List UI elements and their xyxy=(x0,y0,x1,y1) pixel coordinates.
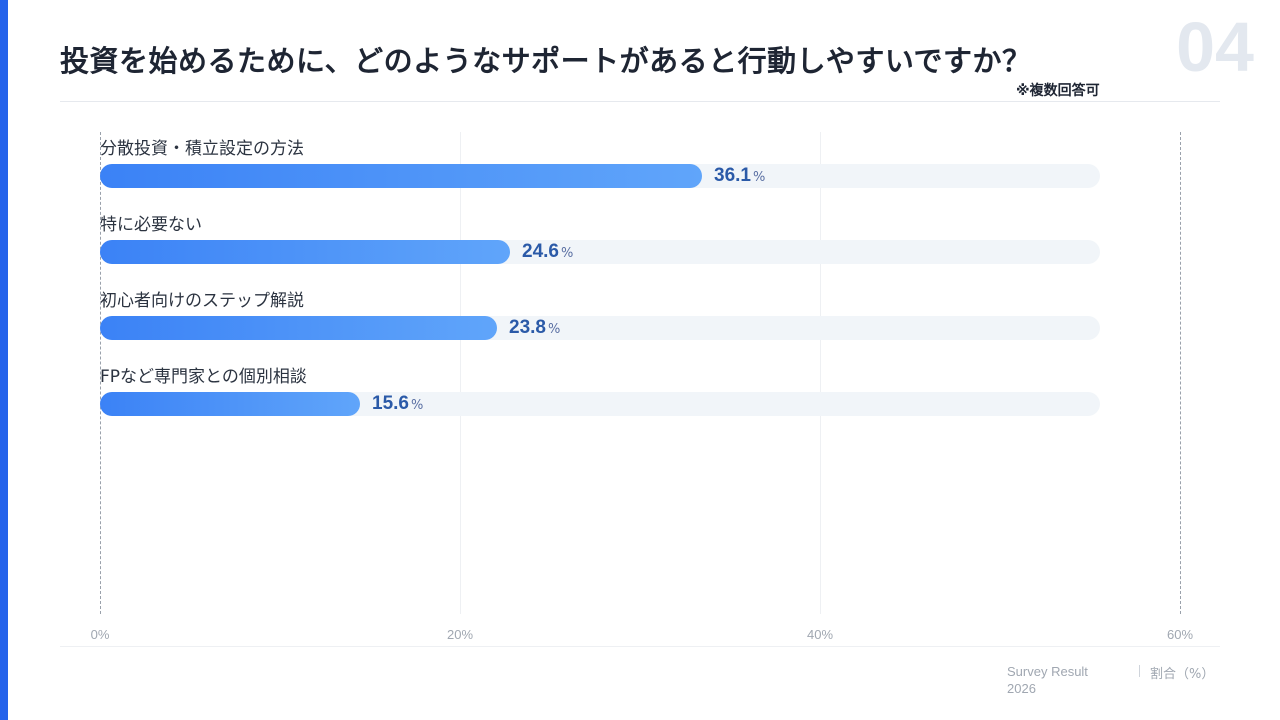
bar-label: FPなど専門家との個別相談 xyxy=(100,367,307,387)
bar-fill xyxy=(100,240,510,264)
footer-source-year: 2026 xyxy=(1007,681,1036,696)
x-tick-label: 40% xyxy=(806,627,834,642)
bar-track xyxy=(100,316,1100,340)
bar-track xyxy=(100,164,1100,188)
bar-fill xyxy=(100,392,360,416)
bar-value-number: 23.8 xyxy=(509,317,546,338)
bar-value-unit: % xyxy=(560,246,574,261)
bar-track xyxy=(100,392,1100,416)
bar-value: 23.8% xyxy=(509,317,560,339)
footer-source: Survey Result 2026 xyxy=(1007,663,1088,697)
gridline-40 xyxy=(820,132,821,614)
bar-value-unit: % xyxy=(410,398,424,413)
header-divider xyxy=(60,101,1220,102)
bar-value: 36.1% xyxy=(714,165,765,187)
footer-source-title: Survey Result xyxy=(1007,664,1088,679)
bar-label: 特に必要ない xyxy=(100,215,202,235)
bar-value-number: 36.1 xyxy=(714,165,751,186)
accent-bar xyxy=(0,0,8,720)
footer-unit-label: 割合（%） xyxy=(1150,667,1215,682)
x-tick-label: 20% xyxy=(446,627,474,642)
page-number: 04 xyxy=(1176,8,1254,86)
bar-value: 15.6% xyxy=(372,393,423,415)
multiple-answer-note: ※複数回答可 xyxy=(1016,83,1100,99)
footer-separator xyxy=(1139,665,1140,677)
bar-fill xyxy=(100,164,702,188)
bar-value-unit: % xyxy=(547,322,561,337)
page-title: 投資を始めるために、どのようなサポートがあると行動しやすいですか？ xyxy=(60,44,1032,78)
bar-value-number: 15.6 xyxy=(372,393,409,414)
gridline-60 xyxy=(1180,132,1181,614)
bar-value: 24.6% xyxy=(522,241,573,263)
bar-label: 分散投資・積立設定の方法 xyxy=(100,139,304,159)
gridline-0 xyxy=(100,132,101,614)
bar-value-number: 24.6 xyxy=(522,241,559,262)
bar-label: 初心者向けのステップ解説 xyxy=(100,291,304,311)
x-tick-label: 60% xyxy=(1166,627,1194,642)
footer-divider xyxy=(60,646,1220,647)
x-tick-label: 0% xyxy=(90,627,110,642)
bar-track xyxy=(100,240,1100,264)
bar-fill xyxy=(100,316,497,340)
gridline-20 xyxy=(460,132,461,614)
bar-value-unit: % xyxy=(752,170,766,185)
